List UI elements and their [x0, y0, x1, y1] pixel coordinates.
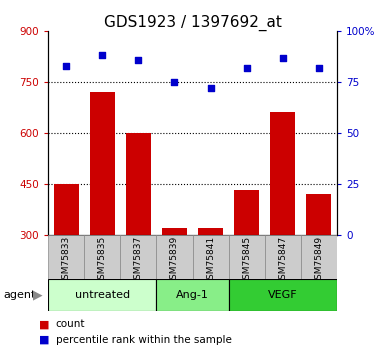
Bar [306, 194, 331, 235]
Bar [301, 235, 337, 279]
Bar [234, 190, 259, 235]
Point [244, 65, 250, 70]
Text: agent: agent [4, 290, 36, 300]
Point [280, 55, 286, 60]
Bar [156, 235, 192, 279]
Bar [229, 235, 265, 279]
Point [171, 79, 177, 85]
Bar [48, 235, 84, 279]
Title: GDS1923 / 1397692_at: GDS1923 / 1397692_at [104, 15, 281, 31]
Bar [54, 184, 79, 235]
Text: GSM75841: GSM75841 [206, 236, 215, 285]
Text: percentile rank within the sample: percentile rank within the sample [56, 335, 232, 345]
Text: VEGF: VEGF [268, 290, 298, 300]
Bar [198, 228, 223, 235]
Text: GSM75847: GSM75847 [278, 236, 287, 285]
Bar [162, 228, 187, 235]
Point [208, 85, 214, 91]
Bar [90, 92, 115, 235]
Point [316, 65, 322, 70]
Text: GSM75849: GSM75849 [314, 236, 323, 285]
Text: Ang-1: Ang-1 [176, 290, 209, 300]
Text: GSM75833: GSM75833 [62, 236, 71, 285]
Text: GSM75837: GSM75837 [134, 236, 143, 285]
Bar [229, 279, 337, 311]
Bar [156, 279, 229, 311]
Bar [48, 279, 156, 311]
Bar [126, 133, 151, 235]
Text: ■: ■ [38, 319, 49, 329]
Bar [192, 235, 229, 279]
Text: ■: ■ [38, 335, 49, 345]
Text: GSM75839: GSM75839 [170, 236, 179, 285]
Bar [270, 112, 295, 235]
Point [135, 57, 141, 62]
Text: GSM75845: GSM75845 [242, 236, 251, 285]
Text: count: count [56, 319, 85, 329]
Bar [265, 235, 301, 279]
Text: ▶: ▶ [33, 288, 42, 302]
Bar [120, 235, 156, 279]
Bar [84, 235, 120, 279]
Point [63, 63, 69, 68]
Text: GSM75835: GSM75835 [98, 236, 107, 285]
Text: untreated: untreated [75, 290, 130, 300]
Point [99, 53, 105, 58]
